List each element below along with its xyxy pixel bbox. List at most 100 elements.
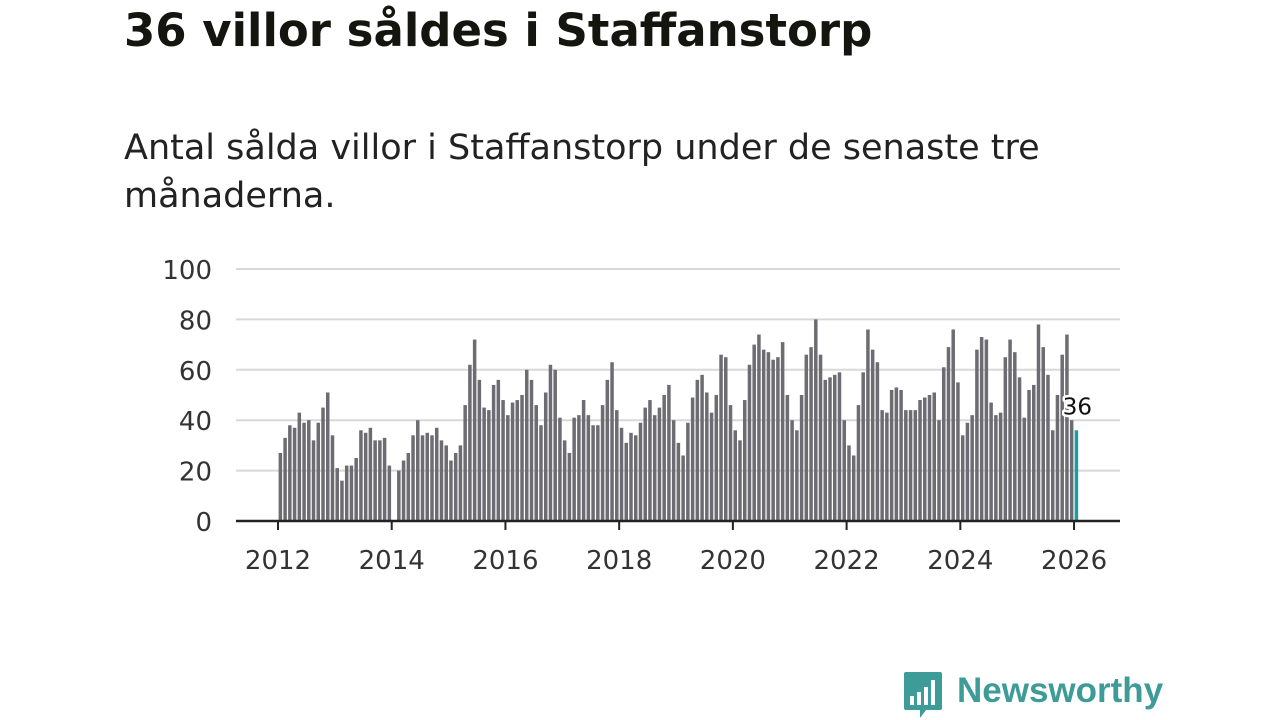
- bar-2016-02: [510, 402, 515, 521]
- y-axis-tick-labels: 0 20 40 60 80 100: [162, 256, 212, 538]
- bar-2012-10: [321, 407, 325, 521]
- bar-2023-05: [923, 397, 927, 521]
- x-axis: [236, 519, 1120, 530]
- bar-2021-11: [837, 372, 842, 521]
- bar-2015-01: [449, 460, 453, 521]
- bar-2024-12: [1013, 352, 1017, 521]
- bar-2024-03: [970, 415, 974, 521]
- bar-2024-01: [960, 435, 965, 521]
- bar-2018-08: [652, 415, 657, 521]
- bar-2022-09: [885, 412, 889, 521]
- bar-2016-09: [543, 392, 548, 521]
- y-tick-label-0: 0: [195, 508, 212, 538]
- bar-2019-12: [728, 405, 733, 521]
- bar-2025-08: [1050, 430, 1055, 521]
- bar-2013-03: [344, 465, 349, 521]
- y-tick-label-80: 80: [179, 306, 212, 336]
- bar-2015-07: [477, 379, 482, 521]
- bar-2022-08: [880, 410, 884, 521]
- bar-2012-08: [311, 440, 316, 521]
- bar-2016-10: [548, 364, 553, 521]
- bar-2021-01: [790, 420, 794, 521]
- x-tick-label-2020: 2020: [700, 546, 766, 576]
- x-tick-label-2022: 2022: [814, 546, 880, 576]
- bar-2012-07: [307, 420, 311, 521]
- bar-2023-03: [913, 410, 918, 521]
- bar-2019-11: [724, 357, 728, 521]
- bar-2013-06: [359, 430, 363, 521]
- bar-2023-10: [946, 347, 951, 521]
- bar-2024-07: [989, 402, 993, 521]
- bar-2015-11: [496, 379, 501, 521]
- x-tick-label-2016: 2016: [472, 546, 538, 576]
- bar-2018-03: [629, 432, 633, 521]
- bar-2016-11: [553, 369, 557, 521]
- bar-2018-01: [619, 427, 624, 521]
- bar-2020-10: [776, 357, 780, 521]
- y-tick-label-20: 20: [179, 458, 212, 488]
- bar-2012-09: [316, 422, 321, 521]
- bar-2022-04: [861, 372, 865, 521]
- bar-2012-03: [288, 425, 292, 521]
- bar-2017-09: [600, 405, 605, 521]
- bar-2013-08: [368, 427, 373, 521]
- bar-2016-08: [539, 425, 543, 521]
- bar-2013-12: [387, 465, 392, 521]
- bar-2019-07: [705, 392, 709, 521]
- bar-2019-09: [714, 395, 719, 521]
- bar-2020-03: [742, 400, 747, 521]
- bar-2018-07: [648, 400, 652, 521]
- bar-2020-09: [771, 359, 775, 521]
- bar-2017-06: [586, 415, 591, 521]
- bar-2018-02: [624, 442, 629, 521]
- bar-2022-01: [847, 445, 851, 521]
- bar-2015-06: [472, 339, 477, 521]
- bar-2022-02: [851, 455, 856, 521]
- bar-2013-05: [354, 458, 358, 521]
- bar-2022-06: [870, 349, 875, 521]
- bar-2015-04: [463, 405, 467, 521]
- bar-2014-08: [425, 432, 430, 521]
- bar-2020-12: [785, 395, 790, 521]
- bar-2016-12: [558, 417, 562, 521]
- brand-name: Newsworthy: [957, 671, 1164, 710]
- bar-2016-06: [529, 379, 534, 521]
- bar-2016-07: [534, 405, 538, 521]
- bar-2017-11: [610, 362, 614, 521]
- bar-2021-07: [818, 354, 823, 521]
- bar-2024-11: [1008, 339, 1012, 521]
- bar-2023-01: [904, 410, 908, 521]
- bar-2014-05: [411, 435, 415, 521]
- bar-2014-02: [397, 470, 401, 521]
- x-tick-label-2012: 2012: [245, 546, 311, 576]
- bar-2012-01: [278, 452, 283, 521]
- bar-2014-09: [430, 435, 434, 521]
- bar-2018-05: [638, 422, 643, 521]
- bar-2017-03: [572, 417, 576, 521]
- bar-2025-06: [1041, 347, 1045, 521]
- bar-2018-12: [671, 420, 676, 521]
- bar-2018-11: [667, 384, 671, 521]
- bar-2023-09: [941, 367, 946, 521]
- bar-2012-04: [292, 427, 297, 521]
- page-title: 36 villor såldes i Staffanstorp: [124, 4, 873, 57]
- bar-2020-08: [766, 352, 771, 521]
- bar-2024-02: [965, 422, 970, 521]
- bar-2013-02: [340, 480, 344, 521]
- bar-2021-05: [809, 347, 813, 521]
- bar-2018-10: [662, 395, 666, 521]
- bar-2013-07: [363, 432, 368, 521]
- bar-2023-07: [932, 392, 937, 521]
- y-tick-label-40: 40: [179, 407, 212, 437]
- bar-2015-03: [458, 445, 463, 521]
- bar-chart-speech-bubble-icon: [904, 672, 942, 718]
- bar-2022-05: [866, 329, 870, 521]
- bar-2025-07: [1046, 374, 1050, 521]
- bar-chart: 0 20 40 60 80 100 2012 2014 2016 2018 2020 2022 202…: [162, 256, 1120, 576]
- bar-2023-11: [951, 329, 955, 521]
- y-tick-label-60: 60: [179, 357, 212, 387]
- x-axis-tick-labels: 2012 2014 2016 2018 2020 2022 2024 2026: [245, 546, 1107, 576]
- bar-2018-06: [643, 407, 647, 521]
- bar-2013-01: [335, 468, 339, 521]
- bar-2020-06: [757, 334, 761, 521]
